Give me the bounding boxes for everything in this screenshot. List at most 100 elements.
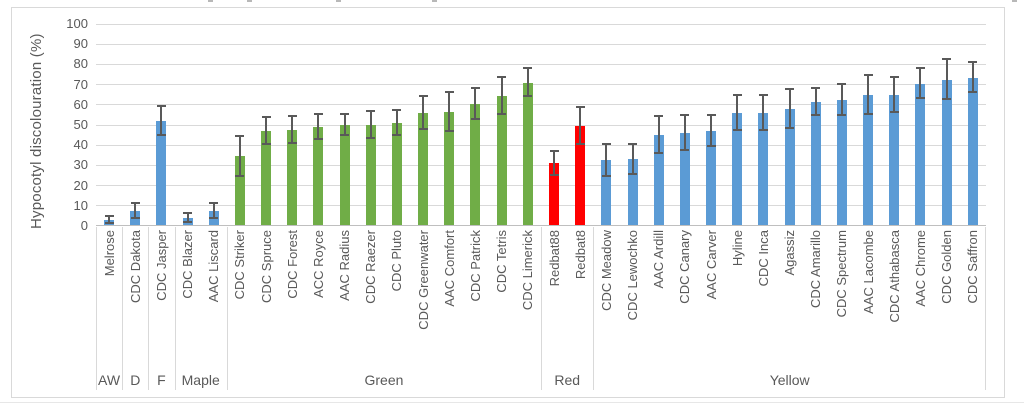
bar-slot bbox=[855, 24, 881, 226]
error-cap-bottom bbox=[889, 110, 899, 113]
bar-slot bbox=[881, 24, 907, 226]
error-bar bbox=[971, 62, 974, 93]
bar bbox=[365, 125, 376, 226]
error-cap-bottom bbox=[366, 137, 376, 140]
error-bar bbox=[291, 115, 294, 145]
gridline bbox=[96, 23, 986, 25]
error-cap-top bbox=[758, 93, 768, 96]
error-cap-top bbox=[732, 93, 742, 96]
group-label: Maple bbox=[181, 372, 220, 388]
error-cap-bottom bbox=[209, 216, 219, 219]
y-tick-label: 60 bbox=[73, 96, 88, 112]
error-bar bbox=[448, 91, 451, 133]
error-cap-top bbox=[418, 94, 428, 97]
bar bbox=[836, 99, 847, 226]
error-cap-top bbox=[523, 67, 533, 70]
error-bar bbox=[814, 87, 817, 116]
bar-slot bbox=[332, 24, 358, 226]
group-label: Yellow bbox=[769, 372, 810, 388]
error-bar bbox=[605, 144, 608, 177]
error-cap-bottom bbox=[130, 216, 140, 219]
bar bbox=[261, 131, 272, 226]
y-tick-label: 100 bbox=[66, 16, 88, 31]
error-cap-top bbox=[497, 75, 507, 78]
y-tick-label: 10 bbox=[73, 197, 88, 213]
error-bar bbox=[867, 74, 870, 115]
y-tick-label: 40 bbox=[73, 137, 88, 153]
error-bar bbox=[710, 114, 713, 148]
bar-slot bbox=[384, 24, 410, 226]
error-cap-bottom bbox=[444, 130, 454, 133]
bar-slot bbox=[253, 24, 279, 226]
error-cap-top bbox=[942, 58, 952, 61]
bar bbox=[706, 131, 717, 226]
cropped-text-fragment bbox=[432, 0, 437, 2]
error-cap-bottom bbox=[549, 173, 559, 176]
bar-slot bbox=[907, 24, 933, 226]
error-cap-top bbox=[680, 113, 690, 116]
error-cap-top bbox=[706, 113, 716, 116]
error-bar bbox=[238, 136, 241, 177]
error-bar bbox=[108, 215, 111, 224]
group-axis-layer: AW D F Maple Green Red Yellow bbox=[96, 227, 986, 390]
error-cap-top bbox=[366, 109, 376, 112]
error-cap-bottom bbox=[313, 138, 323, 141]
error-cap-bottom bbox=[968, 90, 978, 93]
group-separator bbox=[985, 227, 986, 390]
bar bbox=[522, 82, 533, 226]
group-label: Red bbox=[554, 372, 581, 388]
bars-layer bbox=[96, 24, 986, 226]
error-bar bbox=[526, 68, 529, 97]
bar bbox=[601, 160, 612, 226]
bar bbox=[915, 83, 926, 226]
bar-slot bbox=[934, 24, 960, 226]
group-separator bbox=[593, 227, 594, 390]
bar bbox=[889, 94, 900, 226]
error-cap-top bbox=[601, 143, 611, 146]
bar-slot bbox=[358, 24, 384, 226]
error-bar bbox=[500, 76, 503, 115]
error-cap-bottom bbox=[732, 129, 742, 132]
y-tick-label: 90 bbox=[73, 36, 88, 52]
bar bbox=[784, 108, 795, 226]
group-separator bbox=[541, 227, 542, 390]
error-bar bbox=[553, 151, 555, 176]
bar bbox=[810, 101, 821, 226]
x-axis-line bbox=[96, 225, 986, 226]
gridline bbox=[96, 104, 986, 106]
error-cap-top bbox=[470, 86, 480, 89]
bar-slot bbox=[750, 24, 776, 226]
bar bbox=[391, 122, 402, 226]
bar-slot bbox=[410, 24, 436, 226]
bar bbox=[627, 159, 638, 226]
group-label: F bbox=[157, 372, 166, 388]
error-cap-top bbox=[104, 214, 114, 217]
gridline bbox=[96, 63, 986, 65]
group-separator bbox=[96, 227, 97, 390]
bar-slot bbox=[803, 24, 829, 226]
y-axis-tick-labels: 0 10 20 30 40 50 60 70 80 90 100 bbox=[46, 17, 88, 233]
bar bbox=[653, 135, 664, 226]
error-cap-bottom bbox=[261, 143, 271, 146]
bar-slot bbox=[175, 24, 201, 226]
bar-slot bbox=[227, 24, 253, 226]
error-cap-top bbox=[183, 211, 193, 214]
y-tick-label: 20 bbox=[73, 177, 88, 193]
bar-slot bbox=[462, 24, 488, 226]
bar-slot bbox=[436, 24, 462, 226]
y-tick-label: 30 bbox=[73, 157, 88, 173]
bar bbox=[967, 77, 978, 226]
error-cap-bottom bbox=[235, 174, 245, 177]
bar bbox=[470, 103, 481, 226]
error-cap-bottom bbox=[785, 127, 795, 130]
gridline bbox=[96, 124, 986, 126]
bar-slot bbox=[489, 24, 515, 226]
cropped-text-fragment bbox=[208, 0, 213, 2]
gridline bbox=[96, 205, 986, 207]
y-tick-label: 50 bbox=[73, 117, 88, 132]
bar-slot bbox=[776, 24, 802, 226]
error-bar bbox=[343, 113, 346, 137]
error-cap-top bbox=[811, 86, 821, 89]
y-tick-label: 0 bbox=[80, 218, 88, 233]
